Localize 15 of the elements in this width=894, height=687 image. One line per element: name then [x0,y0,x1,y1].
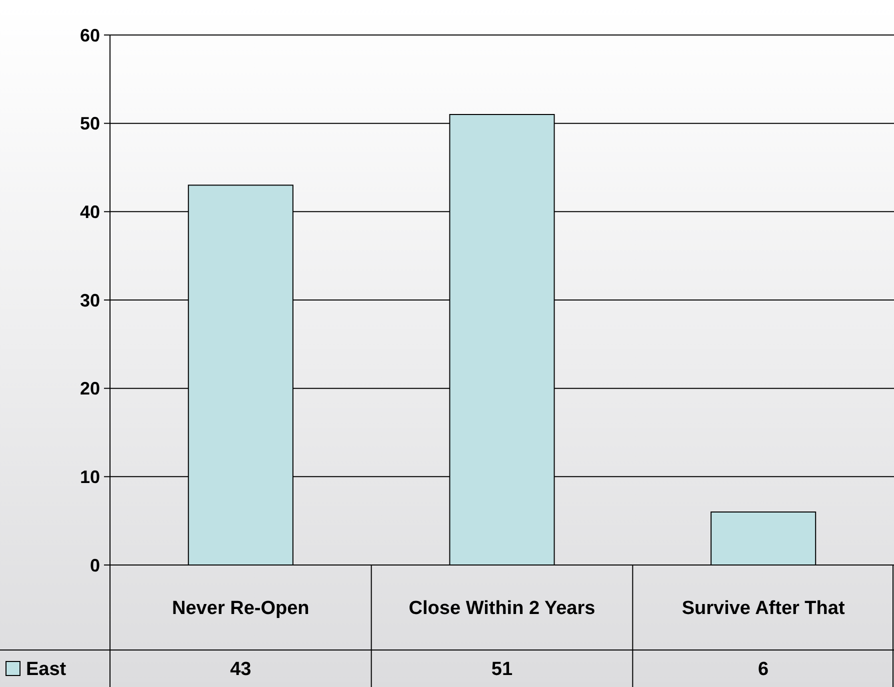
data-label: 43 [230,659,252,680]
y-tick-label: 60 [80,25,100,46]
y-tick-label: 10 [80,466,100,487]
y-tick-label: 30 [80,290,100,310]
y-tick-label: 0 [90,555,100,576]
x-tick-label: Close Within 2 Years [408,598,596,620]
x-tick-label: Never Re-Open [172,598,310,620]
data-label: 51 [491,659,513,680]
legend-label: East [26,659,67,680]
y-tick-label: 20 [80,378,100,399]
y-tick-label: 40 [80,202,100,222]
data-label: 6 [758,659,769,680]
x-tick-label: Survive After That [682,598,846,620]
bar [710,512,816,566]
y-tick-label: 50 [80,114,100,134]
